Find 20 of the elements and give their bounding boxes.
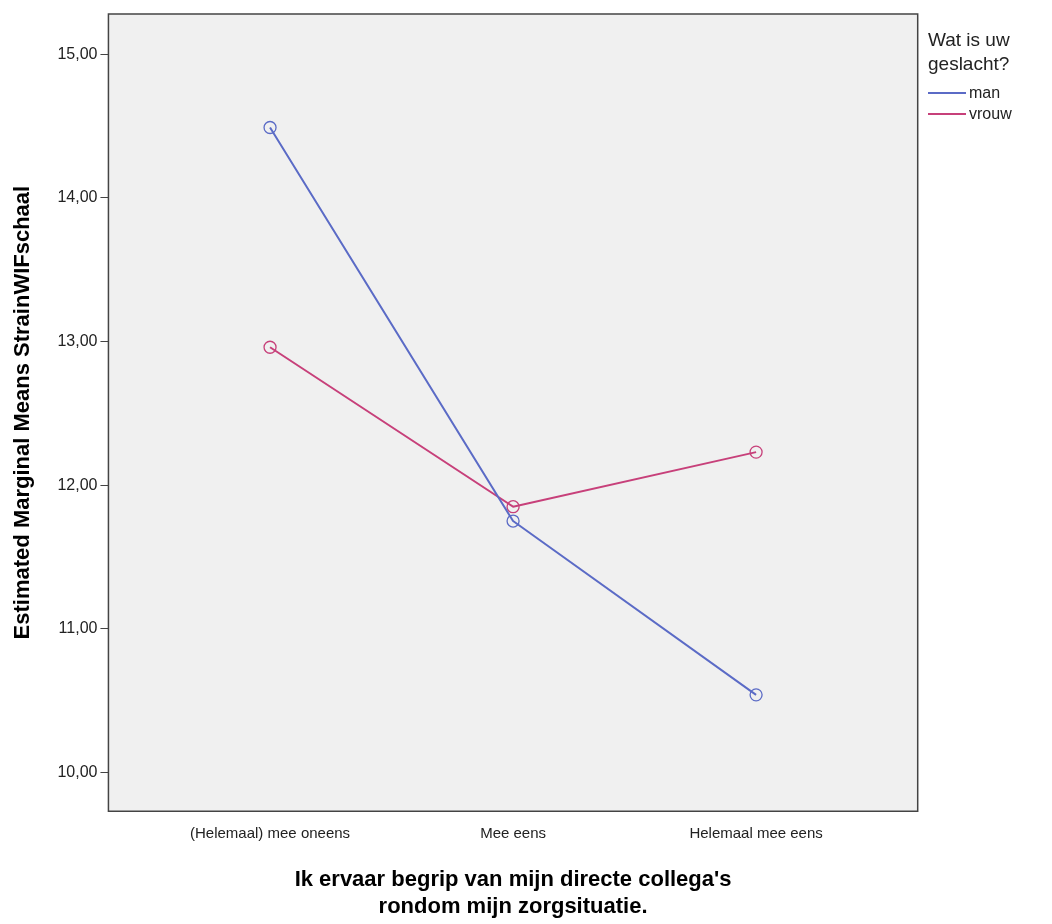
- x-tick-label: Helemaal mee eens: [689, 824, 823, 842]
- legend-label: vrouw: [969, 104, 1012, 123]
- point: [506, 500, 520, 514]
- x-axis-title: Ik ervaar begrip van mijn directe collega's rondom mijn zorgsituatie.: [294, 866, 732, 918]
- y-axis-title: Estimated Marginal Means StrainWIFschaal: [9, 185, 35, 640]
- legend-label: man: [969, 83, 1001, 102]
- y-tick-label: 11,00: [58, 619, 98, 637]
- y-tick-label: 12,00: [57, 475, 98, 493]
- y-tick-label: 15,00: [57, 44, 98, 62]
- x-tick-label: (Helemaal) mee oneens: [190, 824, 351, 842]
- point: [263, 120, 277, 135]
- point: [749, 688, 763, 702]
- point: [263, 340, 277, 354]
- legend-title: Wat is uw geslacht?: [928, 28, 1011, 76]
- x-tick-label: Mee eens: [480, 824, 547, 842]
- y-tick-label: 14,00: [57, 188, 98, 206]
- point: [749, 445, 763, 459]
- y-tick-label: 13,00: [57, 331, 98, 349]
- point: [506, 514, 520, 528]
- y-tick-label: 10,00: [57, 762, 98, 780]
